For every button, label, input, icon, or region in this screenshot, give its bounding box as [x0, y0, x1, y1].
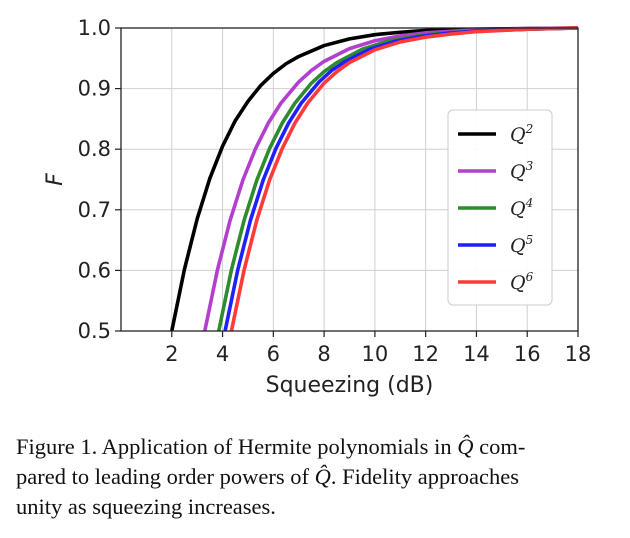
x-tick-label: 12 [412, 342, 439, 366]
caption-line: pared to leading order powers of Q̂. Fid… [16, 464, 519, 489]
x-tick-label: 4 [216, 342, 229, 366]
y-tick-label: 1.0 [78, 16, 111, 40]
x-axis-ticks: 2 4 6 8 10 12 14 16 18 [165, 331, 591, 366]
x-tick-label: 2 [165, 342, 178, 366]
legend: Q2 Q3 Q4 Q5 Q6 [447, 109, 553, 306]
plot-frame [120, 27, 579, 332]
legend-label: Q2 [510, 122, 533, 146]
y-axis-ticks: 0.5 0.6 0.7 0.8 0.9 1.0 [78, 16, 121, 343]
legend-label: Q4 [510, 196, 533, 220]
x-axis-label: Squeezing (dB) [266, 373, 434, 398]
x-tick-label: 10 [362, 342, 389, 366]
y-tick-label: 0.6 [78, 258, 111, 282]
legend-label: Q5 [510, 233, 533, 257]
y-tick-label: 0.5 [78, 319, 111, 343]
x-tick-label: 14 [463, 342, 490, 366]
x-tick-label: 6 [267, 342, 280, 366]
caption-line: Figure 1. Application of Hermite polynom… [16, 434, 526, 459]
series-lines [170, 26, 579, 332]
legend-label: Q3 [510, 159, 534, 183]
fidelity-chart: 2 4 6 8 10 12 14 16 18 0.5 0.6 0.7 0.8 0.9 1.0 Squeez… [43, 16, 591, 398]
y-tick-label: 0.9 [78, 77, 111, 101]
caption-line: unity as squeezing increases. [16, 494, 276, 519]
legend-label: Q6 [510, 270, 534, 294]
y-tick-label: 0.8 [78, 137, 111, 161]
figure-caption: Figure 1. Application of Hermite polynom… [16, 432, 616, 522]
legend-box [447, 109, 553, 306]
x-tick-label: 18 [565, 342, 592, 366]
y-tick-label: 0.7 [78, 198, 111, 222]
x-tick-label: 16 [514, 342, 541, 366]
y-axis-label: F [43, 173, 68, 186]
series-line-q6 [229, 26, 579, 332]
x-tick-label: 8 [317, 342, 330, 366]
series-line-q2 [170, 26, 579, 332]
